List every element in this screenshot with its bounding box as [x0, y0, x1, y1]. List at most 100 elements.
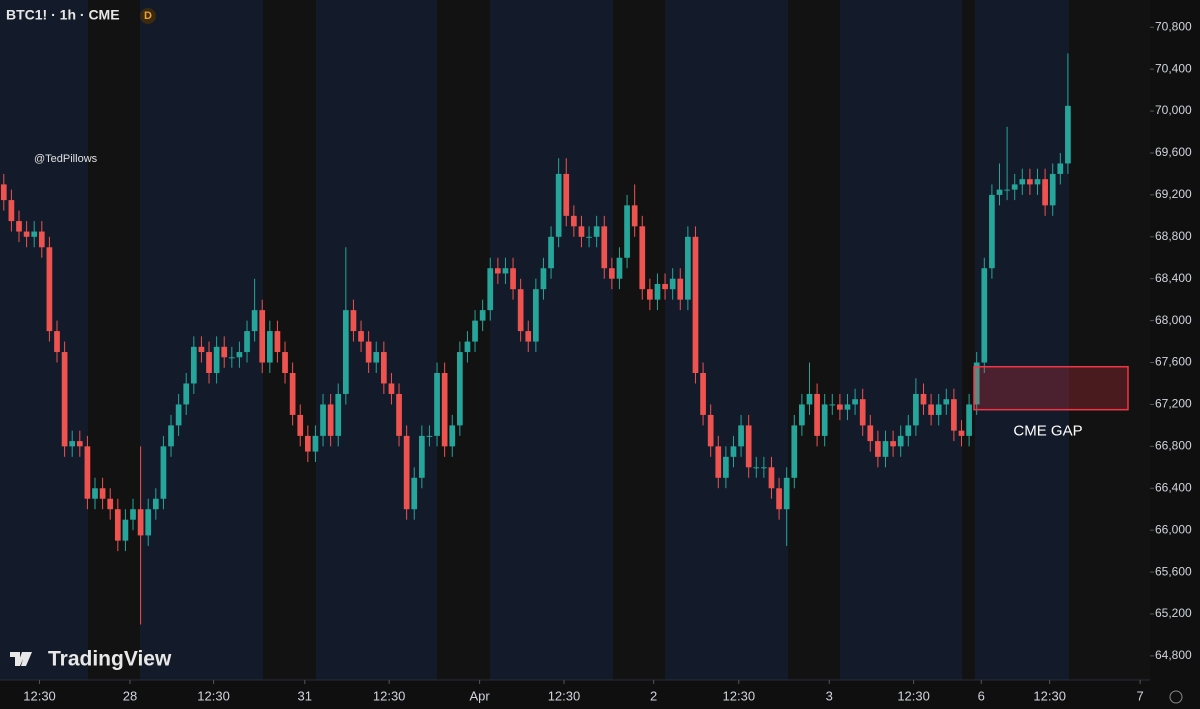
x-tick-label: 12:30 [23, 688, 56, 703]
candle-body [882, 441, 889, 457]
candle-body [806, 393, 813, 405]
candle-body [966, 404, 972, 436]
candle-body [593, 226, 600, 237]
x-tick-label: 7 [1137, 688, 1144, 703]
candle-body [1065, 105, 1071, 164]
candle-body [373, 352, 380, 363]
candle-body [540, 268, 547, 290]
session-band [788, 0, 840, 680]
candle-body [213, 346, 220, 374]
session-band [962, 0, 975, 680]
candle-body [525, 331, 532, 342]
y-tick-label: 65,600 [1155, 564, 1192, 578]
candle-body [251, 310, 258, 332]
candle-body [244, 331, 250, 353]
candle-body [190, 346, 197, 384]
candle-body [616, 257, 623, 279]
candle-body [624, 205, 630, 258]
candle-body [973, 362, 980, 405]
candle-body [304, 435, 311, 452]
candle-body [31, 231, 38, 237]
candle-body [441, 373, 448, 447]
y-tick-label: 66,000 [1155, 522, 1192, 536]
candle-body [913, 393, 919, 426]
candle-body [799, 404, 805, 426]
candle-body [943, 399, 950, 405]
candle-body [388, 383, 395, 394]
candle-body [418, 435, 425, 478]
candle-body [350, 310, 357, 332]
candle-body [61, 352, 68, 447]
session-band [437, 0, 490, 680]
symbol: BTC1! · 1h · CME [6, 7, 120, 23]
candle-body [867, 425, 874, 442]
candle-body [859, 399, 866, 426]
gap-label: CME GAP [1013, 423, 1082, 440]
candle-body [837, 404, 843, 410]
candle-body [715, 446, 722, 478]
candle-body [266, 331, 273, 363]
candle-body [145, 509, 152, 536]
candle-body [677, 278, 684, 300]
candle-body [16, 221, 22, 232]
candle-body [852, 399, 858, 405]
candle-body [152, 498, 159, 510]
candle-body [753, 467, 760, 469]
candle-body [487, 268, 494, 311]
candle-body [814, 393, 820, 436]
candle-body [282, 352, 288, 374]
plot-background [0, 0, 1150, 680]
y-tick-label: 67,600 [1155, 355, 1192, 369]
candle-body [776, 488, 782, 510]
plot: 64,800 65,200 65,600 66,000 66,400 66,800 67,2… [0, 19, 1192, 703]
price-axis [1150, 0, 1200, 709]
candle-body [920, 393, 927, 405]
candle-body [700, 373, 706, 415]
candle-body [495, 268, 501, 274]
candle-body [0, 184, 7, 201]
candle-body [609, 268, 615, 279]
candle-body [761, 467, 767, 469]
candle-body [935, 404, 942, 415]
candle-body [358, 331, 364, 342]
candle-body [456, 352, 463, 426]
candle-body [517, 289, 524, 332]
x-tick-label: 12:30 [373, 688, 406, 703]
candle-body [122, 519, 129, 541]
x-tick-label: Apr [469, 688, 490, 703]
candle-body [38, 231, 45, 248]
candle-body [639, 226, 646, 290]
y-tick-label: 70,000 [1155, 103, 1192, 117]
y-tick-label: 66,400 [1155, 480, 1192, 494]
candle-body [434, 373, 440, 436]
candle-body [114, 509, 121, 541]
session-band [613, 0, 665, 680]
candle-body [396, 393, 402, 436]
candle-body [707, 414, 714, 447]
y-tick-label: 69,600 [1155, 145, 1192, 159]
candle-body [951, 399, 957, 431]
y-tick-label: 64,800 [1155, 648, 1192, 662]
candle-body [1011, 184, 1018, 190]
y-tick-label: 65,200 [1155, 606, 1192, 620]
candle-body [1027, 179, 1033, 185]
candle-body [221, 346, 228, 358]
candle-body [84, 446, 91, 499]
candle-body [479, 310, 486, 321]
candle-body [130, 509, 136, 520]
candle-body [107, 498, 114, 510]
badge-bg [140, 8, 156, 24]
y-tick-label: 69,200 [1155, 187, 1192, 201]
candle-body [137, 509, 144, 536]
candle-body [198, 346, 205, 353]
x-tick-label: 3 [826, 688, 833, 703]
y-tick-label: 70,400 [1155, 61, 1192, 75]
candle-body [981, 268, 988, 363]
candle-body [99, 488, 106, 499]
candle-body [312, 435, 319, 452]
settings-icon[interactable] [1169, 690, 1183, 704]
candle-body [502, 268, 509, 274]
y-tick-label: 68,000 [1155, 313, 1192, 327]
candle-body [168, 425, 174, 447]
candle-body [183, 383, 190, 405]
